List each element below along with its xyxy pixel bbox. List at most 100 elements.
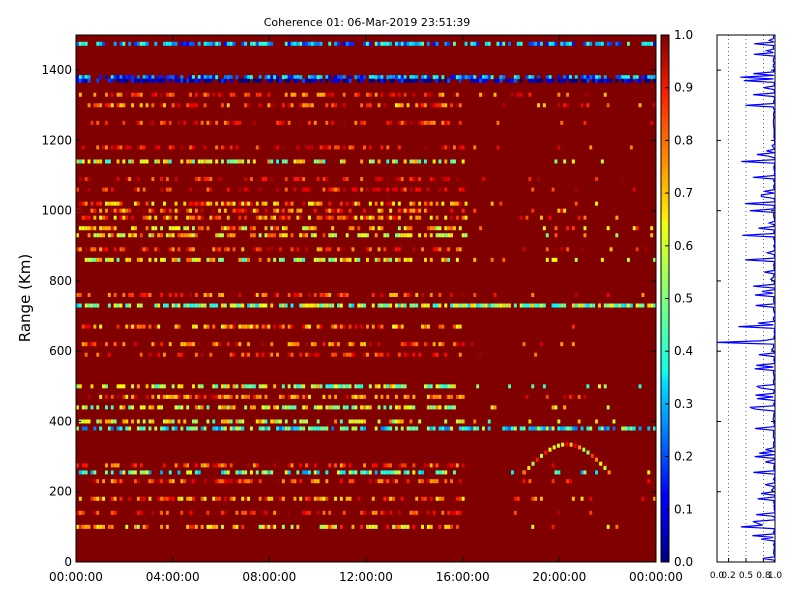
heatmap-cell <box>116 257 120 262</box>
heatmap-cell <box>308 470 311 475</box>
heatmap-cell <box>284 159 288 164</box>
heatmap-cell <box>186 524 190 529</box>
heatmap-cell <box>493 92 497 97</box>
heatmap-cell <box>180 145 184 150</box>
heatmap-cell <box>467 303 471 308</box>
heatmap-cell <box>389 426 393 431</box>
heatmap-cell <box>78 92 82 97</box>
heatmap-cell <box>421 303 424 308</box>
heatmap-cell <box>328 41 332 46</box>
heatmap-cell <box>450 208 453 213</box>
heatmap-cell <box>325 92 329 97</box>
heatmap-cell <box>116 384 120 389</box>
heatmap-cell <box>351 405 355 410</box>
heatmap-cell <box>386 159 390 164</box>
heatmap-cell <box>342 187 346 192</box>
heatmap-cell <box>363 92 366 97</box>
heatmap-cell <box>447 247 451 252</box>
heatmap-cell <box>624 426 627 431</box>
heatmap-cell <box>136 103 140 108</box>
heatmap-cell <box>377 215 381 220</box>
heatmap-cell <box>516 92 520 97</box>
heatmap-cell <box>180 496 184 501</box>
heatmap-cell <box>142 159 146 164</box>
heatmap-cell <box>200 496 204 501</box>
heatmap-cell <box>482 78 485 83</box>
heatmap-cell <box>197 394 201 399</box>
heatmap-cell <box>177 303 181 308</box>
heatmap-cell <box>192 120 195 125</box>
heatmap-cell <box>122 103 126 108</box>
heatmap-cell <box>342 324 346 329</box>
heatmap-cell <box>380 303 384 308</box>
heatmap-cell <box>87 524 91 529</box>
heatmap-cell <box>641 303 645 308</box>
heatmap-cell <box>647 479 651 484</box>
heatmap-cell <box>119 92 123 97</box>
heatmap-cell <box>444 394 448 399</box>
heatmap-cell <box>424 303 427 308</box>
heatmap-cell <box>128 303 132 308</box>
heatmap-cell <box>464 426 468 431</box>
side-plot-ticks: 0.00.2 0.5 0.81.0 <box>710 69 782 581</box>
heatmap-cell <box>397 215 401 220</box>
heatmap-cell <box>84 41 88 46</box>
heatmap-cell <box>209 352 213 357</box>
heatmap-cell <box>281 233 285 238</box>
heatmap-cell <box>386 394 390 399</box>
heatmap-cell <box>325 394 329 399</box>
heatmap-cell <box>473 208 477 213</box>
heatmap-cell <box>650 75 654 80</box>
heatmap-cell <box>641 41 645 46</box>
heatmap-cell <box>348 78 352 83</box>
heatmap-cell <box>400 233 404 238</box>
heatmap-cell <box>421 470 424 475</box>
heatmap-cell <box>496 120 500 125</box>
heatmap-cell <box>444 145 448 150</box>
heatmap-cell <box>171 394 175 399</box>
heatmap-cell <box>252 324 256 329</box>
heatmap-cell <box>241 292 245 297</box>
heatmap-cell <box>528 92 532 97</box>
heatmap-cell <box>426 92 430 97</box>
heatmap-cell <box>209 394 213 399</box>
heatmap-cell <box>163 257 166 262</box>
heatmap-cell <box>276 426 279 431</box>
heatmap-cell <box>383 233 387 238</box>
heatmap-cell <box>447 226 451 231</box>
heatmap-cell <box>273 324 277 329</box>
arc-event-cell <box>561 442 565 447</box>
heatmap-cell <box>105 419 108 424</box>
heatmap-cell <box>206 510 210 515</box>
heatmap-cell <box>345 405 349 410</box>
heatmap-cell <box>328 145 332 150</box>
heatmap-cell <box>148 75 152 80</box>
heatmap-cell <box>218 247 221 252</box>
heatmap-cell <box>250 41 253 46</box>
heatmap-cell <box>142 470 146 475</box>
heatmap-cell <box>586 92 590 97</box>
heatmap-cell <box>571 303 575 308</box>
heatmap-cell <box>415 342 419 347</box>
heatmap-cell <box>447 257 451 262</box>
heatmap-cell <box>426 208 430 213</box>
heatmap-cell <box>261 470 265 475</box>
heatmap-cell <box>482 426 485 431</box>
heatmap-cell <box>281 75 285 80</box>
heatmap-cell <box>598 384 601 389</box>
heatmap-cell <box>200 384 204 389</box>
heatmap-cell <box>363 470 366 475</box>
heatmap-cell <box>252 233 256 238</box>
heatmap-cell <box>383 405 387 410</box>
heatmap-cell <box>171 145 175 150</box>
heatmap-cell <box>244 78 248 83</box>
heatmap-cell <box>461 419 465 424</box>
heatmap-cell <box>244 208 248 213</box>
heatmap-cell <box>328 292 332 297</box>
heatmap-cell <box>273 201 277 206</box>
heatmap-cell <box>279 257 282 262</box>
heatmap-cell <box>499 303 503 308</box>
heatmap-cell <box>189 352 192 357</box>
heatmap-cell <box>342 384 346 389</box>
heatmap-cell <box>281 479 285 484</box>
